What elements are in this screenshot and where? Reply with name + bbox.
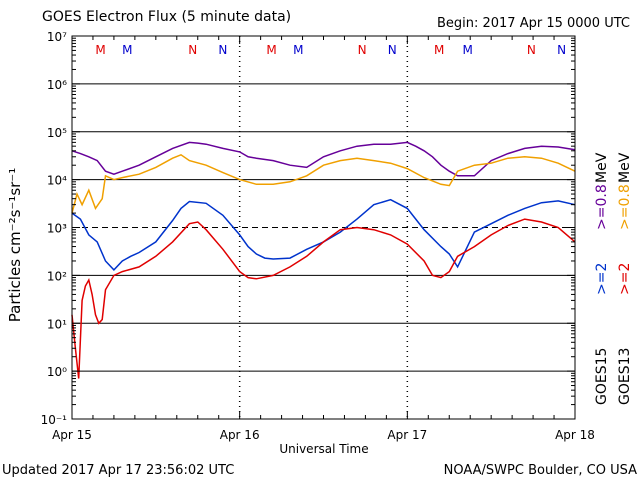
region-marker: N — [388, 43, 397, 57]
series-line-2 — [71, 198, 576, 271]
legend-goes13-ge2: >=2 — [617, 263, 633, 295]
y-tick-label: 10⁴ — [47, 174, 67, 188]
region-marker: M — [122, 43, 132, 57]
x-tick-label: Apr 17 — [387, 428, 427, 442]
region-marker: N — [358, 43, 367, 57]
chart-grid — [72, 36, 575, 419]
legend-goes13-mev: MeV — [617, 152, 633, 183]
legend-goes13-ge08: >=0.8 — [617, 184, 633, 230]
legend-goes15-label: GOES15 — [594, 348, 610, 405]
region-marker: M — [95, 43, 105, 57]
updated-label: Updated 2017 Apr 17 23:56:02 UTC — [2, 463, 234, 478]
y-tick-label: 10¹ — [47, 317, 67, 331]
y-tick-label: 10⁻¹ — [41, 413, 68, 427]
y-tick-label: 10³ — [47, 222, 67, 236]
legend-goes15-mev: MeV — [594, 152, 610, 183]
y-tick-label: 10⁰ — [47, 365, 67, 379]
x-axis-label: Universal Time — [279, 442, 368, 456]
series-line-1 — [71, 153, 576, 214]
x-axis-ticks: Apr 15 Apr 16 Apr 17 Apr 18 — [52, 36, 595, 442]
y-tick-label: 10⁵ — [47, 126, 67, 140]
y-axis-ticks: 10⁻¹ 10⁰ 10¹ 10² 10³ 10⁴ 10⁵ 10⁶ 10⁷ — [41, 30, 575, 427]
region-marker: N — [218, 43, 227, 57]
y-axis-label: Particles cm⁻²s⁻¹sr⁻¹ — [6, 168, 24, 322]
x-tick-label: Apr 16 — [220, 428, 260, 442]
legend-goes13-label: GOES13 — [617, 348, 633, 405]
region-marker: N — [557, 43, 566, 57]
y-tick-label: 10² — [47, 269, 67, 283]
series-line-3 — [71, 218, 576, 379]
x-tick-label: Apr 18 — [555, 428, 595, 442]
y-tick-label: 10⁶ — [47, 78, 67, 92]
region-marker: M — [434, 43, 444, 57]
legend-goes15-ge08: >=0.8 — [594, 184, 610, 230]
svg-text:GOES15 >=2 >=0.8: GOES15 >=2 >=0.8 MeV — [594, 152, 610, 405]
chart-title: GOES Electron Flux (5 minute data) — [42, 9, 292, 25]
svg-text:GOES13 >=2 >=0.8: GOES13 >=2 >=0.8 MeV — [617, 152, 633, 405]
legend-goes15-ge2: >=2 — [594, 263, 610, 295]
region-marker: M — [266, 43, 276, 57]
series-line-0 — [71, 141, 576, 177]
x-tick-label: Apr 15 — [52, 428, 92, 442]
chart-series — [71, 141, 576, 379]
region-marker: N — [188, 43, 197, 57]
region-marker: M — [463, 43, 473, 57]
region-marker: M — [293, 43, 303, 57]
y-tick-label: 10⁷ — [47, 30, 67, 44]
credit-label: NOAA/SWPC Boulder, CO USA — [444, 463, 637, 478]
begin-label: Begin: 2017 Apr 15 0000 UTC — [436, 16, 630, 31]
region-marker: N — [527, 43, 536, 57]
legend: GOES15 >=2 >=0.8 MeV GOES13 >=2 >=0.8 Me… — [594, 152, 633, 405]
